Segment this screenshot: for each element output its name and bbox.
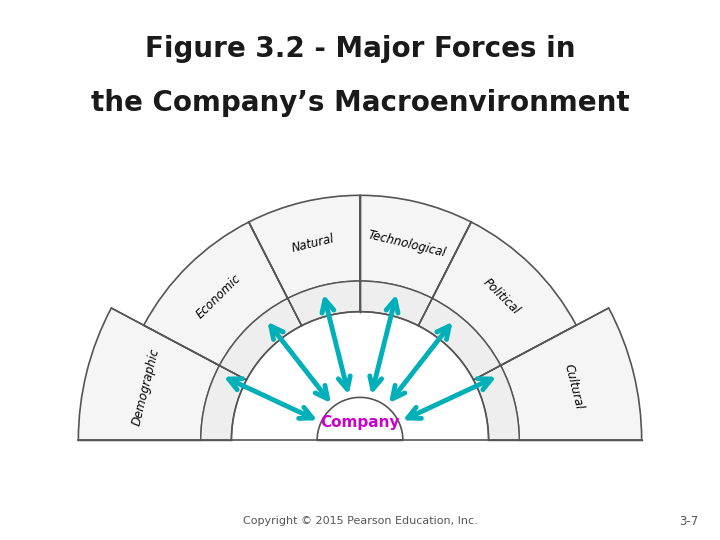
Wedge shape: [78, 308, 220, 440]
Text: Company: Company: [320, 415, 400, 430]
Text: Cultural: Cultural: [562, 363, 586, 411]
Wedge shape: [360, 195, 471, 299]
Text: Political: Political: [481, 275, 523, 317]
Text: Figure 3.2 - Major Forces in: Figure 3.2 - Major Forces in: [145, 35, 575, 63]
Wedge shape: [500, 308, 642, 440]
Text: Natural: Natural: [290, 232, 336, 255]
Text: 3-7: 3-7: [679, 515, 698, 528]
Wedge shape: [144, 222, 288, 366]
Text: Economic: Economic: [194, 272, 243, 321]
Wedge shape: [418, 299, 500, 380]
Text: the Company’s Macroenvironment: the Company’s Macroenvironment: [91, 90, 629, 118]
Wedge shape: [249, 195, 360, 299]
Wedge shape: [288, 281, 360, 326]
Wedge shape: [432, 222, 576, 366]
Wedge shape: [360, 281, 432, 326]
Wedge shape: [474, 366, 519, 440]
Text: Technological: Technological: [366, 228, 448, 259]
Wedge shape: [220, 299, 302, 380]
Polygon shape: [317, 397, 403, 440]
Wedge shape: [201, 366, 246, 440]
Text: Demographic: Demographic: [130, 347, 162, 427]
Text: Copyright © 2015 Pearson Education, Inc.: Copyright © 2015 Pearson Education, Inc.: [243, 516, 477, 526]
